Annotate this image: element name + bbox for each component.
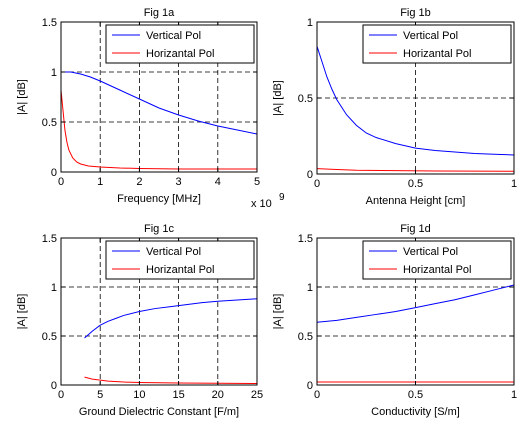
y-tick-label: 1.5 — [42, 17, 57, 29]
legend-box — [105, 24, 255, 64]
legend-box — [105, 240, 255, 280]
legend-label: Vertical Pol — [146, 30, 201, 42]
y-tick-label: 0.5 — [42, 117, 57, 129]
series-line-vertical-pol — [316, 284, 515, 323]
y-axis-label: |A| [dB] — [272, 294, 284, 330]
series-line-vertical-pol — [61, 71, 258, 135]
legend-label: Horizantal Pol — [146, 48, 214, 60]
y-tick-label: 1.5 — [298, 233, 313, 245]
y-tick-label: 0.5 — [42, 331, 57, 343]
legend-label: Vertical Pol — [403, 246, 458, 258]
chart-title: Fig 1c — [144, 223, 174, 235]
legend-label: Horizantal Pol — [403, 48, 471, 60]
y-axis-label: |A| [dB] — [16, 79, 28, 115]
x-tick-label: 0.5 — [408, 178, 423, 190]
subplot-4: 0 0.5 1 0 0.5 1 1.5 Fig 1d Conductivity [S/m] |A|… — [272, 223, 517, 418]
y-tick-label: 1 — [307, 17, 313, 29]
x-tick-label: 1 — [511, 178, 517, 190]
y-tick-label: 1.5 — [42, 233, 57, 245]
x-tick-label: 10 — [133, 389, 145, 401]
legend-label: Vertical Pol — [403, 30, 458, 42]
y-tick-label: 0 — [307, 169, 313, 181]
x-tick-label: 5 — [254, 176, 260, 188]
x-axis-multiplier-exponent: 9 — [279, 192, 285, 203]
x-tick-label: 0 — [314, 178, 320, 190]
y-axis-label: |A| [dB] — [16, 294, 28, 330]
legend-label: Horizantal Pol — [146, 264, 214, 276]
legend-box — [362, 240, 512, 280]
series-line-horizantal-pol — [316, 168, 515, 172]
axes-box — [60, 21, 258, 173]
x-tick-label: 1 — [97, 176, 103, 188]
chart-title: Fig 1b — [400, 7, 431, 19]
y-tick-label: 0 — [51, 167, 57, 179]
series-line-horizantal-pol — [60, 89, 257, 170]
x-tick-label: 5 — [97, 389, 103, 401]
y-tick-label: 0 — [307, 380, 313, 392]
x-tick-label: 15 — [172, 389, 184, 401]
x-tick-label: 0 — [58, 176, 64, 188]
x-tick-label: 0 — [314, 389, 320, 401]
x-tick-label: 0.5 — [408, 389, 423, 401]
subplot-3: 0 5 10 15 20 25 0 0.5 1 1.5 Fig 1c Ground Dielectri… — [16, 223, 263, 418]
y-axis-label: |A| [dB] — [272, 80, 284, 116]
x-tick-label: 1 — [511, 389, 517, 401]
y-tick-label: 1 — [51, 67, 57, 79]
x-tick-label: 3 — [176, 176, 182, 188]
y-tick-label: 0.5 — [298, 93, 313, 105]
legend-label: Vertical Pol — [146, 246, 201, 258]
y-tick-label: 1 — [307, 282, 313, 294]
x-tick-label: 0 — [58, 389, 64, 401]
y-tick-label: 0 — [51, 380, 57, 392]
x-axis-multiplier: x 10 — [251, 198, 272, 210]
axes-box — [60, 237, 258, 386]
y-tick-label: 0.5 — [298, 331, 313, 343]
legend-box — [362, 24, 512, 64]
x-axis-label: Conductivity [S/m] — [371, 406, 460, 418]
x-tick-label: 25 — [251, 389, 263, 401]
legend-label: Horizantal Pol — [403, 264, 471, 276]
series-line-horizantal-pol — [84, 376, 258, 385]
x-axis-label: Antenna Height [cm] — [366, 195, 466, 207]
x-tick-label: 2 — [136, 176, 142, 188]
series-line-vertical-pol — [316, 46, 515, 156]
subplot-2: 0 0.5 1 0 0.5 1 Fig 1b Antenna Height [cm] |A| [… — [272, 7, 517, 207]
series-line-vertical-pol — [84, 298, 258, 339]
subplot-1: 0 1 2 3 4 5 0 0.5 1 1.5 Fig 1a Frequency [MHz] |A| [… — [16, 7, 285, 210]
x-axis-label: Ground Dielectric Constant [F/m] — [79, 406, 239, 418]
x-tick-label: 4 — [215, 176, 221, 188]
x-tick-label: 20 — [212, 389, 224, 401]
y-tick-label: 1 — [51, 282, 57, 294]
x-axis-label: Frequency [MHz] — [117, 193, 201, 205]
chart-title: Fig 1d — [400, 223, 431, 235]
chart-title: Fig 1a — [144, 7, 175, 19]
